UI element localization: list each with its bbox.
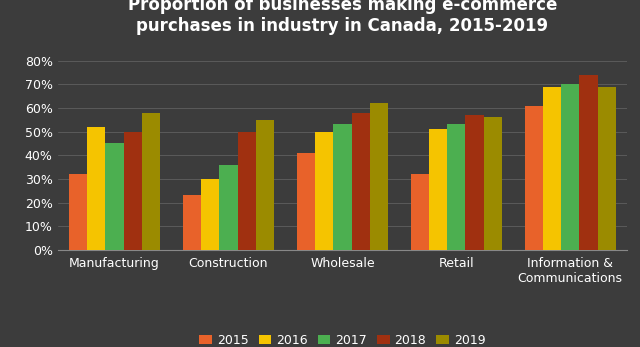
Bar (315, 132, 333, 250)
Bar (370, 103, 388, 250)
Bar (256, 120, 274, 250)
Bar (351, 113, 370, 250)
Bar (220, 165, 237, 250)
Bar (543, 87, 561, 250)
Bar (87, 127, 106, 250)
Bar (333, 125, 351, 250)
Bar (201, 179, 220, 250)
Bar (69, 174, 87, 250)
Bar (484, 117, 502, 250)
Bar (183, 195, 201, 250)
Bar (447, 125, 465, 250)
Bar (124, 132, 142, 250)
Title: Proportion of businesses making e-commerce
purchases in industry in Canada, 2015: Proportion of businesses making e-commer… (128, 0, 557, 35)
Legend: 2015, 2016, 2017, 2018, 2019: 2015, 2016, 2017, 2018, 2019 (195, 329, 490, 347)
Bar (429, 129, 447, 250)
Bar (579, 75, 598, 250)
Bar (237, 132, 256, 250)
Bar (297, 153, 315, 250)
Bar (561, 84, 579, 250)
Bar (411, 174, 429, 250)
Bar (465, 115, 484, 250)
Bar (525, 105, 543, 250)
Bar (106, 143, 124, 250)
Bar (598, 87, 616, 250)
Bar (142, 113, 160, 250)
